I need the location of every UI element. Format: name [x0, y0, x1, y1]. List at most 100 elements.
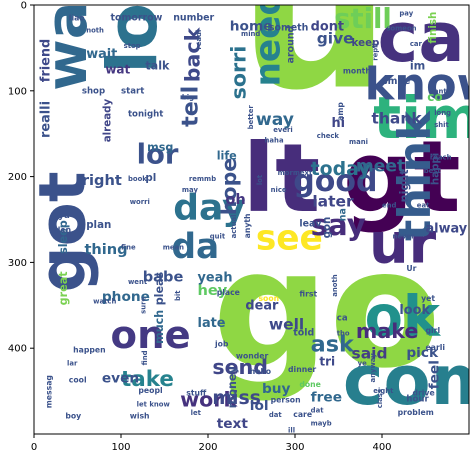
word-3: lt	[243, 124, 320, 234]
word-5: call	[378, 0, 475, 78]
word-155: ca	[337, 314, 348, 324]
x-tick-label: 0	[31, 442, 37, 453]
word-172: car	[410, 40, 423, 48]
word-16: see	[256, 219, 323, 259]
word-67: friend	[39, 39, 54, 82]
word-117: happen	[73, 345, 105, 354]
word-165: messag	[44, 375, 53, 408]
word-176: may	[182, 186, 199, 194]
y-tick-label: 400	[8, 344, 27, 355]
word-65: talk	[145, 59, 170, 72]
word-119: earli	[426, 343, 446, 352]
word-85: finish	[427, 12, 439, 44]
word-53: pick	[406, 345, 439, 361]
word-147: morn	[278, 169, 298, 177]
word-48: text	[217, 416, 249, 432]
word-127: mind	[241, 30, 260, 38]
word-38: said	[352, 344, 388, 362]
word-121: month	[343, 67, 371, 76]
word-97: den	[55, 225, 71, 234]
word-18: need	[248, 0, 288, 87]
word-82: night	[398, 169, 411, 203]
word-114: hello	[250, 367, 271, 376]
word-128: liao	[69, 13, 85, 22]
word-106: peopl	[138, 386, 162, 395]
word-64: msg	[147, 141, 173, 154]
word-120: yet	[421, 294, 435, 303]
word-118: girl	[426, 326, 441, 335]
word-115: let	[191, 409, 202, 417]
word-1: go	[212, 215, 441, 404]
word-68: tomorrow	[111, 12, 163, 23]
word-92: hour	[406, 394, 429, 404]
word-146: next	[295, 169, 313, 177]
word-157: ye	[358, 359, 367, 367]
word-51: lol	[250, 398, 269, 414]
word-175: remmb	[189, 175, 216, 183]
word-99: boy	[65, 412, 81, 421]
word-129: noth	[86, 26, 104, 34]
word-79: much	[153, 310, 166, 344]
word-102: class	[376, 389, 384, 408]
word-170: pay	[399, 9, 413, 17]
word-112: dinner	[288, 365, 316, 374]
word-32: miss	[212, 387, 261, 409]
word-133: book	[128, 175, 147, 183]
word-12: know	[365, 58, 475, 110]
word-11: ur	[369, 211, 437, 276]
word-169: Ur	[406, 264, 416, 273]
word-144: amp	[336, 102, 345, 121]
word-83: happi	[430, 153, 442, 186]
x-axis: 0 100 200 300 400	[31, 434, 392, 453]
word-135: fine	[121, 244, 136, 252]
word-168: bit	[174, 290, 182, 301]
word-125: reach	[430, 153, 452, 161]
y-axis: 0 100 200 300 400	[8, 1, 34, 355]
word-layer: ugogtltcomecalllovegottimewantokurknowth…	[25, 0, 475, 434]
word-151: quit	[210, 232, 226, 240]
word-126: best	[424, 167, 442, 175]
word-52: feel	[427, 360, 443, 389]
word-29: ask	[311, 332, 355, 358]
word-78: already	[102, 98, 114, 142]
word-100: drive	[412, 388, 434, 397]
word-159: let know	[137, 401, 171, 409]
word-30: make	[356, 319, 418, 343]
x-tick-label: 300	[285, 442, 304, 453]
x-tick-label: 200	[198, 442, 217, 453]
word-84: smile	[382, 76, 410, 87]
word-134: worri	[130, 198, 150, 206]
word-37: well	[269, 315, 304, 333]
word-7: got	[25, 171, 100, 292]
word-145: nice	[271, 186, 287, 194]
word-156: tho	[337, 329, 350, 337]
y-tick-label: 200	[8, 172, 27, 183]
word-13: think	[389, 110, 441, 241]
word-69: number	[173, 12, 214, 23]
word-130: stop	[124, 42, 141, 50]
word-142: check	[317, 132, 340, 140]
word-8: time	[373, 84, 475, 152]
word-110: first	[299, 290, 317, 299]
y-tick-label: 0	[21, 1, 27, 12]
word-46: phone	[102, 289, 150, 305]
word-22: still	[334, 4, 392, 35]
word-98: wish	[130, 412, 150, 421]
word-111: soon	[258, 294, 279, 303]
word-138: sure	[139, 297, 147, 314]
word-56: dear	[245, 299, 279, 314]
word-58: yeah	[198, 270, 233, 285]
word-23: take	[121, 367, 174, 392]
word-72: co	[427, 90, 442, 104]
word-39: give	[317, 30, 354, 48]
word-136: mean	[163, 244, 184, 252]
word-104: care	[293, 410, 312, 419]
word-34: meet	[356, 156, 405, 176]
word-95: tonight	[128, 110, 163, 120]
word-31: send	[212, 355, 268, 379]
plot-background	[34, 5, 469, 434]
word-33: today	[311, 158, 371, 180]
word-122: cant	[430, 87, 448, 95]
word-101: problem	[398, 408, 434, 417]
